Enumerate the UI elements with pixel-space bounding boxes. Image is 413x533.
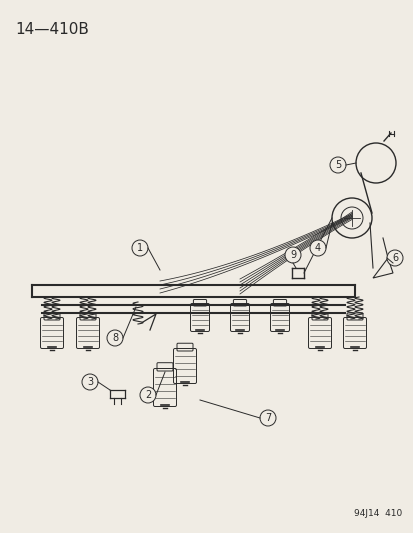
Circle shape [284,247,300,263]
Circle shape [309,240,325,256]
Text: 9: 9 [289,250,295,260]
Circle shape [82,374,98,390]
Circle shape [259,410,275,426]
Circle shape [107,330,123,346]
Text: 5: 5 [334,160,340,170]
Circle shape [132,240,147,256]
Circle shape [386,250,402,266]
Text: 7: 7 [264,413,271,423]
Text: 3: 3 [87,377,93,387]
Text: 1: 1 [137,243,143,253]
Circle shape [329,157,345,173]
Text: 14—410B: 14—410B [15,22,89,37]
Text: 2: 2 [145,390,151,400]
Circle shape [140,387,156,403]
Text: 94J14  410: 94J14 410 [353,509,401,518]
Text: 4: 4 [314,243,320,253]
Text: 6: 6 [391,253,397,263]
Text: 8: 8 [112,333,118,343]
